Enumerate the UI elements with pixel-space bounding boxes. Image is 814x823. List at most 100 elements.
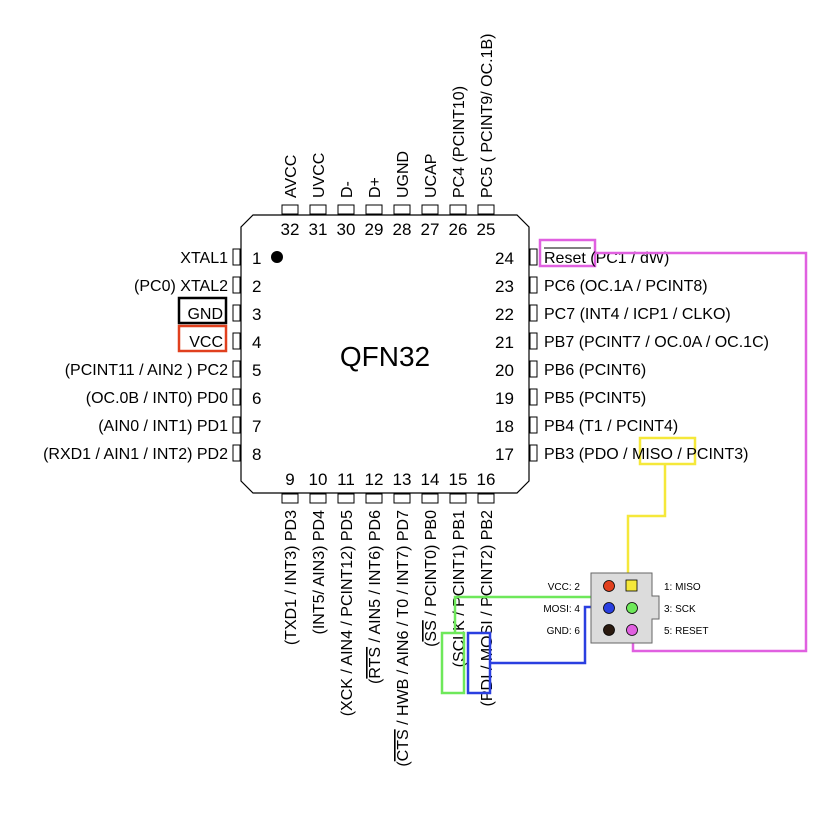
pin-number: 15 <box>449 470 468 489</box>
pin-18: 18 PB4 (T1 / PCINT4) <box>495 416 678 436</box>
pin-number: 9 <box>285 470 294 489</box>
bottom-pins: 9 10 11 12 13 14 15 16 (TXD1 / INT3) PD3… <box>281 470 496 767</box>
pin-label: XTAL1 <box>180 250 228 267</box>
pin-number: 23 <box>495 277 514 296</box>
pin-21: 21 PB7 (PCINT7 / OC.0A / OC.1C) <box>495 332 769 352</box>
pin-label: PC6 (OC.1A / PCINT8) <box>544 278 708 295</box>
pin-label: PB6 (PCINT6) <box>544 362 646 379</box>
pin-number: 16 <box>477 470 496 489</box>
pin-number: 24 <box>495 249 514 268</box>
pin-number: 18 <box>495 417 514 436</box>
pin-label: (AIN0 / INT1) PD1 <box>98 418 228 435</box>
pin-23: 23 PC6 (OC.1A / PCINT8) <box>495 276 708 296</box>
top-pins: 32 31 30 29 28 27 26 25 AVCC UVCC D- D+ … <box>281 34 496 239</box>
pin-19: 19 PB5 (PCINT5) <box>495 388 646 408</box>
isp-label-sck: 3: SCK <box>664 604 696 615</box>
pin-1: XTAL1 1 <box>180 248 261 268</box>
pin-label: AVCC <box>283 155 300 198</box>
pin-label: VCC <box>189 334 223 351</box>
pin-number: 30 <box>337 220 356 239</box>
pin-number: 21 <box>495 333 514 352</box>
isp-label-mosi: MOSI: 4 <box>543 604 580 615</box>
pin-17: 17 PB3 (PDO / MISO / PCINT3) <box>495 436 748 466</box>
pin-number: 32 <box>281 220 300 239</box>
pin-number: 14 <box>421 470 440 489</box>
pin-label: (INT5/ AIN3) PD4 <box>311 510 328 635</box>
isp-label-vcc: VCC: 2 <box>548 582 581 593</box>
pin-number: 20 <box>495 361 514 380</box>
pin-vcc-dot <box>603 580 615 592</box>
package-label: QFN32 <box>340 341 430 372</box>
pin-24: 24 Reset (PC1 / dW) <box>495 238 669 268</box>
pin-miso-square <box>625 579 638 592</box>
isp-label-miso: 1: MISO <box>664 582 701 593</box>
pin-label: (SCLK / PCINT1) PB1 <box>451 510 468 667</box>
pin-label: PB5 (PCINT5) <box>544 390 646 407</box>
pin-label: (OC.0B / INT0) PD0 <box>86 390 228 407</box>
pin-number: 12 <box>365 470 384 489</box>
pin-number: 26 <box>449 220 468 239</box>
pin-number: 31 <box>309 220 328 239</box>
reset-wire <box>595 251 808 653</box>
pin-number: 10 <box>309 470 328 489</box>
pin-2: (PC0) XTAL2 2 <box>134 276 261 296</box>
left-pins: XTAL1 1 (PC0) XTAL2 2 GND 3 VCC 4 (PCINT… <box>43 248 261 464</box>
pin-label: PB3 (PDO / MISO / PCINT3) <box>544 446 748 463</box>
pin-number: 27 <box>421 220 440 239</box>
pin-number: 8 <box>252 445 261 464</box>
isp-label-gnd: GND: 6 <box>547 626 581 637</box>
pin-6: (OC.0B / INT0) PD0 6 <box>86 388 261 408</box>
pin-label: PB7 (PCINT7 / OC.0A / OC.1C) <box>544 334 769 351</box>
isp-label-reset: 5: RESET <box>664 626 708 637</box>
pin-label: PC7 (INT4 / ICP1 / CLKO) <box>544 306 731 323</box>
pin-5: (PCINT11 / AIN2 ) PC2 5 <box>65 360 261 380</box>
vcc-highlight-box <box>177 324 228 353</box>
pin-number: 13 <box>393 470 412 489</box>
pin-3: GND 3 <box>177 296 261 325</box>
pin-reset-dot <box>626 624 638 636</box>
pin-label: (RTS / AIN5 / INT6) PD6 <box>367 510 384 684</box>
pin-label: (RXD1 / AIN1 / INT2) PD2 <box>43 446 228 463</box>
chip-body <box>240 214 530 494</box>
pin-label: (TXD1 / INT3) PD3 <box>283 510 300 645</box>
pin-label: D+ <box>367 177 384 198</box>
pin-label: PC4 (PCINT10) <box>451 86 468 198</box>
pin-number: 5 <box>252 361 261 380</box>
pin-label: UVCC <box>311 153 328 198</box>
pin-label: GND <box>187 306 223 323</box>
pin-number: 25 <box>477 220 496 239</box>
pin-22: 22 PC7 (INT4 / ICP1 / CLKO) <box>495 304 731 324</box>
gnd-highlight-box <box>177 296 228 325</box>
miso-wire <box>626 464 667 582</box>
pin-label: (SS / PCINT0) PB0 <box>423 510 440 647</box>
pin-label: (PCINT11 / AIN2 ) PC2 <box>65 362 228 379</box>
pin-number: 11 <box>337 470 355 489</box>
miso-highlight-box <box>638 436 697 466</box>
pin-20: 20 PB6 (PCINT6) <box>495 360 646 380</box>
pin-number: 28 <box>393 220 412 239</box>
pin-number: 19 <box>495 389 514 408</box>
right-pins: 24 Reset (PC1 / dW) 23 PC6 (OC.1A / PCIN… <box>495 238 769 466</box>
pin-label: (XCK / AIN4 / PCINT12) PD5 <box>339 510 356 716</box>
pin-sck-dot <box>626 602 638 614</box>
pin-label: (CTS / HWB / AIN6 / T0 / INT7) PD7 <box>395 510 412 767</box>
pin1-marker-dot <box>271 251 283 263</box>
isp-header-body <box>590 572 660 644</box>
pin-gnd-dot <box>603 624 615 636</box>
pin-label: (PDI / MOSI / PCINT2) PB2 <box>479 510 496 707</box>
pin-number: 22 <box>495 305 514 324</box>
pin-4: VCC 4 <box>177 324 261 353</box>
pin-number: 17 <box>495 445 514 464</box>
pin-number: 7 <box>252 417 261 436</box>
pin-number: 2 <box>252 277 261 296</box>
pin-7: (AIN0 / INT1) PD1 7 <box>98 416 261 436</box>
pin-number: 29 <box>365 220 384 239</box>
pin-label: (PC0) XTAL2 <box>134 278 228 295</box>
pin-number: 6 <box>252 389 261 408</box>
pin-label: D- <box>339 181 356 198</box>
pin-label: UGND <box>395 151 412 198</box>
isp-header: VCC: 2 MOSI: 4 GND: 6 1: MISO 3: SCK 5: … <box>543 572 708 644</box>
pin-label: PC5 ( PCINT9/ OC.1B) <box>479 34 496 198</box>
pin-label: PB4 (T1 / PCINT4) <box>544 418 678 435</box>
